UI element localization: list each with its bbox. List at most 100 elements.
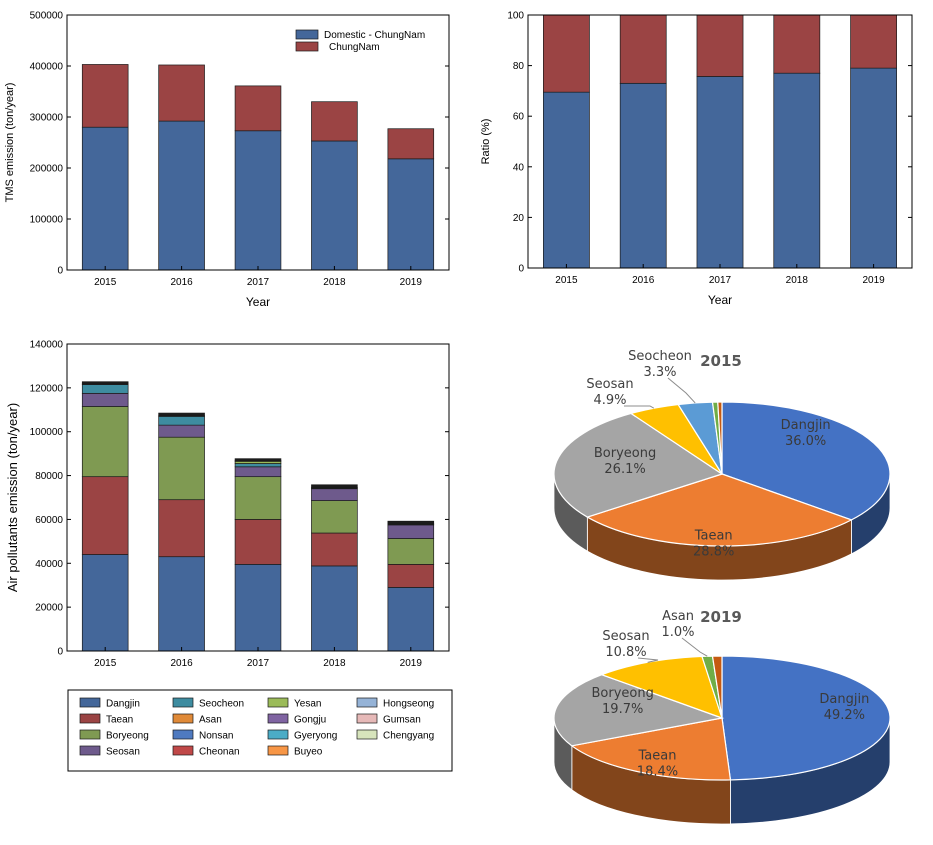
tms-plot-frame [66, 14, 450, 271]
ratio-bar-chungnam-2017 [696, 14, 744, 77]
pie2015-value-boryeong: 26.1% [604, 462, 645, 477]
air-ytick-label: 20000 [35, 603, 63, 614]
pie2019-label-taean: Taean [637, 748, 676, 763]
tms-bar-domestic-chungnam-2017 [234, 130, 282, 271]
air-legend-label-nonsan: Nonsan [199, 731, 233, 742]
pie2019-label-asan: Asan [662, 609, 694, 624]
air-legend-swatch-gumsan [356, 713, 378, 724]
air-bar-dangjin-2015 [81, 554, 129, 652]
air-bar-seosan-2018 [311, 488, 358, 501]
pie2015-title: 2015 [700, 352, 742, 370]
tms-xtick-label: 2017 [247, 277, 270, 288]
pie2019-slice-boryeong [553, 674, 725, 747]
tms-ytick-label: 0 [57, 266, 63, 277]
air-bar-taean-2019 [387, 564, 435, 588]
tms-ytick-label: 500000 [30, 11, 64, 22]
pie2015-value-taean: 28.8% [693, 545, 734, 560]
ratio-bar-domestic-chungnam-2019 [850, 67, 897, 269]
pie2015-leader-seocheon [667, 377, 696, 404]
air-legend-label-asan: Asan [199, 715, 222, 726]
pie2019-value-seosan: 10.8% [605, 645, 646, 660]
air-legend-swatch-yesan [267, 697, 289, 708]
air-bar-taean-2017 [234, 519, 282, 565]
ratio-chart: 2015 2016 2017 2018 2019 0 20 40 60 80 100 Year Rati… [480, 11, 913, 307]
ratio-ytick-label: 60 [513, 112, 525, 123]
air-legend-label-hongseong: Hongseong [383, 699, 434, 710]
tms-legend-label: ChungNam [329, 42, 380, 53]
air-bar-dangjin-2019 [387, 587, 435, 652]
tms-ytick-label: 100000 [30, 215, 64, 226]
pie2015-value-dangjin: 36.0% [785, 434, 826, 449]
air-legend-label-boryeong: Boryeong [106, 731, 149, 742]
air-bar-others-2015 [81, 381, 129, 385]
tms-xtick-label: 2018 [323, 277, 346, 288]
pie2019-leader-asan [681, 637, 708, 657]
air-legend-swatch-buyeo [267, 745, 289, 756]
ratio-bar-domestic-chungnam-2015 [543, 91, 590, 269]
ratio-bar-domestic-chungnam-2017 [696, 76, 744, 269]
pie2019-slice-other [711, 655, 723, 719]
air-legend-swatch-boryeong [79, 729, 101, 740]
ratio-xtick-label: 2017 [709, 275, 732, 286]
tms-xtick-label: 2016 [170, 277, 193, 288]
ratio-bar-chungnam-2018 [773, 14, 821, 74]
ratio-plot-frame [527, 14, 913, 269]
air-ylabel: Air pollutants emission (ton/year) [5, 403, 20, 592]
air-bar-others-2019 [387, 520, 435, 524]
ratio-ytick-label: 0 [518, 264, 524, 275]
air-legend-label-gongju: Gongju [294, 715, 326, 726]
pie2015-leader-seosan [624, 405, 655, 409]
air-ytick-label: 120000 [30, 383, 64, 394]
pie2015-label-seosan: Seosan [586, 377, 633, 392]
tms-ytick-label: 400000 [30, 62, 64, 73]
air-legend-swatch-seosan [79, 745, 101, 756]
air-chart: 2015 2016 2017 2018 2019 0 20000 40000 60000 8000… [5, 340, 450, 669]
air-xtick-label: 2015 [94, 658, 117, 669]
ratio-xtick-label: 2016 [632, 275, 655, 286]
tms-ytick-label: 200000 [30, 164, 64, 175]
air-ytick-label: 0 [57, 647, 63, 658]
air-legend-label-gyeryong: Gyeryong [294, 731, 337, 742]
tms-bar-chungnam-2015 [81, 64, 129, 128]
air-bar-seocheon-2015 [81, 384, 129, 394]
tms-xtick-label: 2015 [94, 277, 117, 288]
air-bar-taean-2016 [158, 499, 205, 558]
air-bar-seosan-2015 [81, 392, 129, 407]
pie2015-label-boryeong: Boryeong [594, 446, 656, 461]
tms-bar-chungnam-2018 [311, 101, 358, 142]
tms-bar-domestic-chungnam-2015 [81, 126, 129, 271]
ratio-bar-domestic-chungnam-2016 [619, 82, 667, 269]
tms-bar-domestic-chungnam-2018 [311, 140, 358, 271]
ratio-bar-chungnam-2016 [619, 14, 667, 84]
air-xtick-label: 2019 [400, 658, 423, 669]
air-legend-swatch-gongju [267, 713, 289, 724]
air-bar-boryeong-2019 [387, 538, 435, 565]
tms-xtick-label: 2019 [400, 277, 423, 288]
air-bar-boryeong-2016 [158, 436, 205, 501]
ratio-ytick-label: 100 [507, 11, 524, 22]
air-legend-swatch-gyeryong [267, 729, 289, 740]
air-legend-label-seosan: Seosan [106, 747, 140, 758]
tms-bar-chungnam-2017 [234, 85, 282, 132]
air-xtick-label: 2016 [170, 658, 193, 669]
air-legend-frame [67, 689, 453, 772]
air-ytick-label: 60000 [35, 515, 63, 526]
air-ytick-label: 40000 [35, 559, 63, 570]
air-legend-label-cheonan: Cheonan [199, 747, 240, 758]
pie2019-value-asan: 1.0% [661, 625, 694, 640]
ratio-bar-chungnam-2019 [850, 14, 897, 69]
ratio-xlabel: Year [708, 293, 732, 307]
pie2019-label-boryeong: Boryeong [592, 686, 654, 701]
pie2019-value-dangjin: 49.2% [824, 708, 865, 723]
pie2019-label-dangjin: Dangjin [819, 692, 869, 707]
air-bar-seosan-2016 [158, 424, 205, 438]
pie2015-value-seosan: 4.9% [593, 393, 626, 408]
air-xtick-label: 2017 [247, 658, 270, 669]
tms-bar-chungnam-2019 [387, 128, 435, 160]
air-bar-others-2017 [234, 458, 282, 462]
tms-ylabel: TMS emission (ton/year) [4, 83, 16, 203]
ratio-bar-domestic-chungnam-2018 [773, 72, 821, 269]
air-bar-seosan-2019 [387, 524, 435, 539]
air-bar-dangjin-2017 [234, 564, 282, 652]
